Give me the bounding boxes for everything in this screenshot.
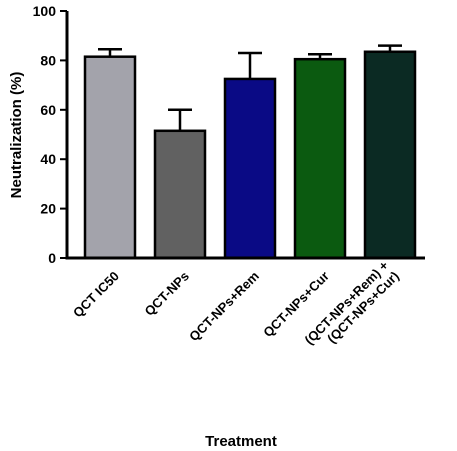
- y-tick-label: 40: [40, 151, 56, 167]
- y-axis-title: Neutralization (%): [8, 72, 25, 199]
- y-axis-ticks: 0 20 40 60 80 100: [33, 3, 67, 266]
- bar: [83, 55, 137, 260]
- bar: [363, 50, 417, 260]
- bars: [83, 50, 417, 260]
- x-axis-tick-labels: QCT IC50 QCT-NPsQCT-NPs+RemQCT-NPs+Cur(QC…: [70, 257, 402, 347]
- y-tick-label: 20: [40, 201, 56, 217]
- x-tick-label-line: QCT IC50: [70, 268, 122, 320]
- bar: [223, 77, 277, 260]
- x-tick-label: QCT IC50: [70, 268, 122, 320]
- x-tick-label-line: QCT-NPs+Rem: [186, 268, 262, 344]
- x-tick-label: QCT-NPs: [142, 268, 192, 318]
- x-tick-label: QCT-NPs+Rem: [186, 268, 262, 344]
- y-tick-label: 0: [48, 250, 56, 266]
- y-tick-label: 60: [40, 102, 56, 118]
- y-tick-label: 80: [40, 52, 56, 68]
- x-axis-title: Treatment: [205, 433, 277, 450]
- y-tick-label: 100: [33, 3, 57, 19]
- x-tick-label-line: QCT-NPs: [142, 268, 192, 318]
- bar: [153, 129, 207, 260]
- bar: [293, 57, 347, 260]
- error-bars: [98, 44, 402, 131]
